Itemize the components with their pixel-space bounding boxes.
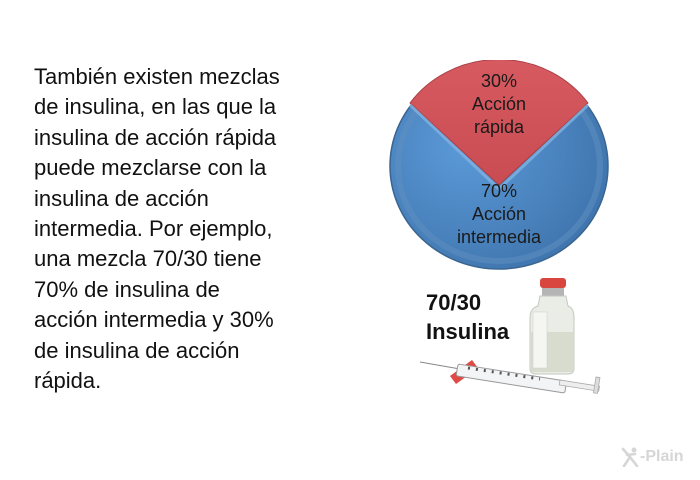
product-ratio: 70/30 [426, 290, 482, 315]
slice-label-rapid: 30% Acción rápida [458, 70, 540, 139]
rapid-percent: 30% [480, 71, 518, 91]
product-label: Insulina [426, 319, 510, 344]
paragraph-line: insulina de acción [34, 185, 209, 211]
slice-label-intermediate: 70% Acción intermedia [439, 180, 559, 249]
intermediate-label-line1: Acción [471, 204, 527, 224]
paragraph-line: insulina de acción rápida [34, 124, 277, 150]
logo-text: -Plain [640, 448, 684, 465]
explanation-paragraph: También existen mezclas de insulina, en … [34, 62, 354, 396]
rapid-label-line2: rápida [473, 117, 525, 137]
paragraph-line: puede mezclarse con la [34, 155, 267, 181]
paragraph-line: También existen mezclas [34, 64, 280, 89]
pie-graphic [389, 58, 609, 270]
paragraph-line: 70% de insulina de [34, 276, 220, 302]
paragraph-line: de insulina, en las que la [34, 94, 277, 120]
paragraph-line: una mezcla 70/30 tiene [34, 246, 262, 272]
vial-and-syringe-illustration [419, 278, 601, 394]
xplain-figure-icon [621, 447, 639, 467]
intermediate-label-line2: intermedia [456, 227, 542, 247]
paragraph-line: acción intermedia y 30% [34, 307, 274, 333]
insulin-mix-pie-chart: 30% Acción rápida 70% Acción intermedia [388, 58, 610, 272]
xplain-logo: -Plain [621, 447, 684, 467]
rapid-label-line1: Acción [471, 94, 527, 114]
syringe-icon [419, 360, 601, 394]
insulin-vial-icon [529, 278, 575, 375]
paragraph-line: rápida. [34, 368, 102, 394]
intermediate-percent: 70% [480, 181, 518, 201]
paragraph-line: intermedia. Por ejemplo, [34, 216, 273, 242]
product-name: 70/30 Insulina [426, 288, 509, 346]
paragraph-line: de insulina de acción [34, 337, 240, 363]
